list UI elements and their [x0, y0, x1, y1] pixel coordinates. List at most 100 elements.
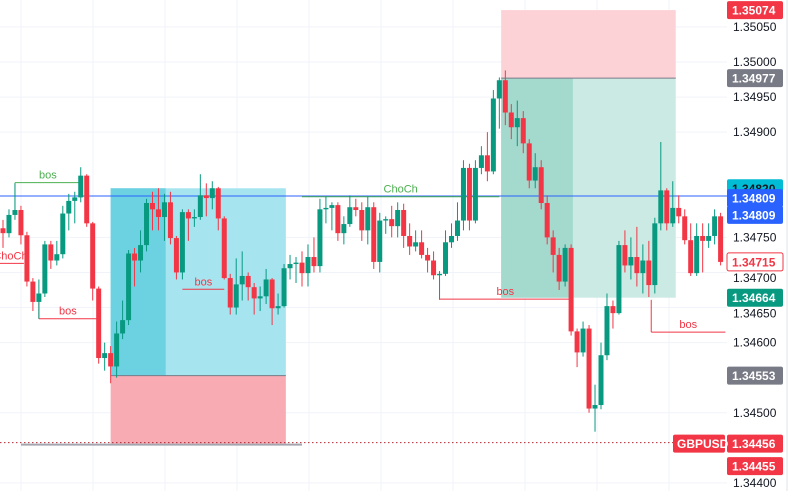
candle — [580, 321, 586, 357]
candle — [155, 188, 161, 231]
candle-body — [347, 207, 353, 225]
candle — [688, 223, 694, 276]
candle — [586, 325, 592, 413]
candle — [209, 181, 215, 210]
candle-body — [185, 212, 191, 219]
candle — [281, 264, 287, 308]
price-tick-label: 1.34900 — [733, 125, 777, 139]
candle-body — [66, 200, 72, 214]
candle-body — [233, 284, 239, 308]
candle — [144, 198, 150, 252]
candle — [66, 193, 72, 231]
candle — [78, 167, 84, 203]
candle-body — [454, 220, 460, 236]
candle — [227, 273, 233, 315]
candle — [42, 240, 48, 298]
candle — [215, 186, 221, 231]
candle-body — [335, 205, 341, 234]
candle — [18, 205, 24, 245]
candle-body — [203, 195, 209, 199]
candle — [407, 223, 413, 255]
candle — [167, 191, 173, 245]
candle-body — [466, 167, 472, 221]
price-label-badge — [727, 189, 783, 208]
candle-body — [706, 235, 712, 241]
candle-body — [120, 320, 126, 334]
candle — [532, 153, 538, 189]
candle — [102, 342, 108, 371]
candle-body — [592, 405, 598, 409]
candle — [538, 160, 544, 210]
short-position-active-zone — [501, 78, 573, 298]
short-position-stop-zone — [501, 10, 676, 79]
price-label-badge — [727, 1, 783, 20]
candle — [275, 293, 281, 315]
candle — [317, 198, 323, 273]
candle-body — [514, 118, 520, 128]
candle — [48, 240, 54, 269]
candle-body — [532, 167, 538, 181]
candle — [634, 226, 640, 287]
candle-body — [209, 188, 215, 199]
candle — [233, 258, 239, 315]
candle — [682, 209, 688, 245]
candle-body — [299, 262, 305, 274]
candle — [640, 244, 646, 294]
candle-body — [323, 207, 329, 210]
candle — [676, 195, 682, 224]
candle — [496, 77, 502, 129]
candle — [179, 209, 185, 280]
candle — [359, 202, 365, 241]
candle — [658, 141, 664, 231]
candle — [544, 195, 550, 245]
candle — [84, 174, 90, 227]
candle-body — [550, 237, 556, 255]
candle — [263, 268, 269, 305]
candle — [251, 282, 257, 315]
candle — [347, 195, 353, 227]
candle-body — [658, 190, 664, 224]
candle — [628, 237, 634, 280]
candle-body — [150, 203, 155, 210]
candle — [437, 271, 443, 300]
candle-body — [275, 306, 281, 309]
candle-body — [96, 288, 102, 359]
candle-body — [18, 210, 24, 236]
candle-body — [108, 353, 114, 367]
structure-marks: bos ChoCh bos bos ChoCh bos bos — [0, 170, 726, 333]
candle — [299, 251, 305, 287]
price-axis[interactable]: 1.35050 1.35000 1.34950 1.34900 1.34750 1.347… — [673, 0, 797, 491]
price-label-badge — [727, 457, 783, 476]
candle — [598, 342, 604, 410]
candle-body — [646, 260, 652, 286]
structure-label-bos: bos — [39, 170, 57, 182]
candle — [239, 251, 245, 301]
price-label-text: 1.34456 — [732, 437, 776, 451]
candle — [401, 203, 407, 248]
candle — [502, 70, 508, 126]
candle-body — [580, 328, 586, 353]
candle-body — [353, 207, 359, 211]
candle — [335, 202, 341, 241]
candle-body — [610, 306, 616, 314]
candle — [54, 240, 60, 266]
candle-body — [395, 210, 401, 227]
price-label-badge — [727, 288, 783, 307]
candle — [419, 230, 425, 259]
candle-body — [179, 212, 185, 273]
candle-body — [227, 278, 233, 308]
candle-body — [239, 275, 245, 285]
structure-label-bos: bos — [59, 306, 77, 318]
candle-body — [460, 167, 466, 221]
candle — [138, 230, 144, 273]
candle-body — [221, 218, 227, 279]
candle — [90, 221, 96, 301]
candle — [0, 219, 6, 248]
candle-body — [413, 242, 419, 247]
candle-body — [257, 296, 263, 299]
candle-body — [197, 195, 203, 218]
candle-body — [54, 254, 60, 261]
candle — [508, 104, 514, 140]
candles — [0, 70, 724, 432]
